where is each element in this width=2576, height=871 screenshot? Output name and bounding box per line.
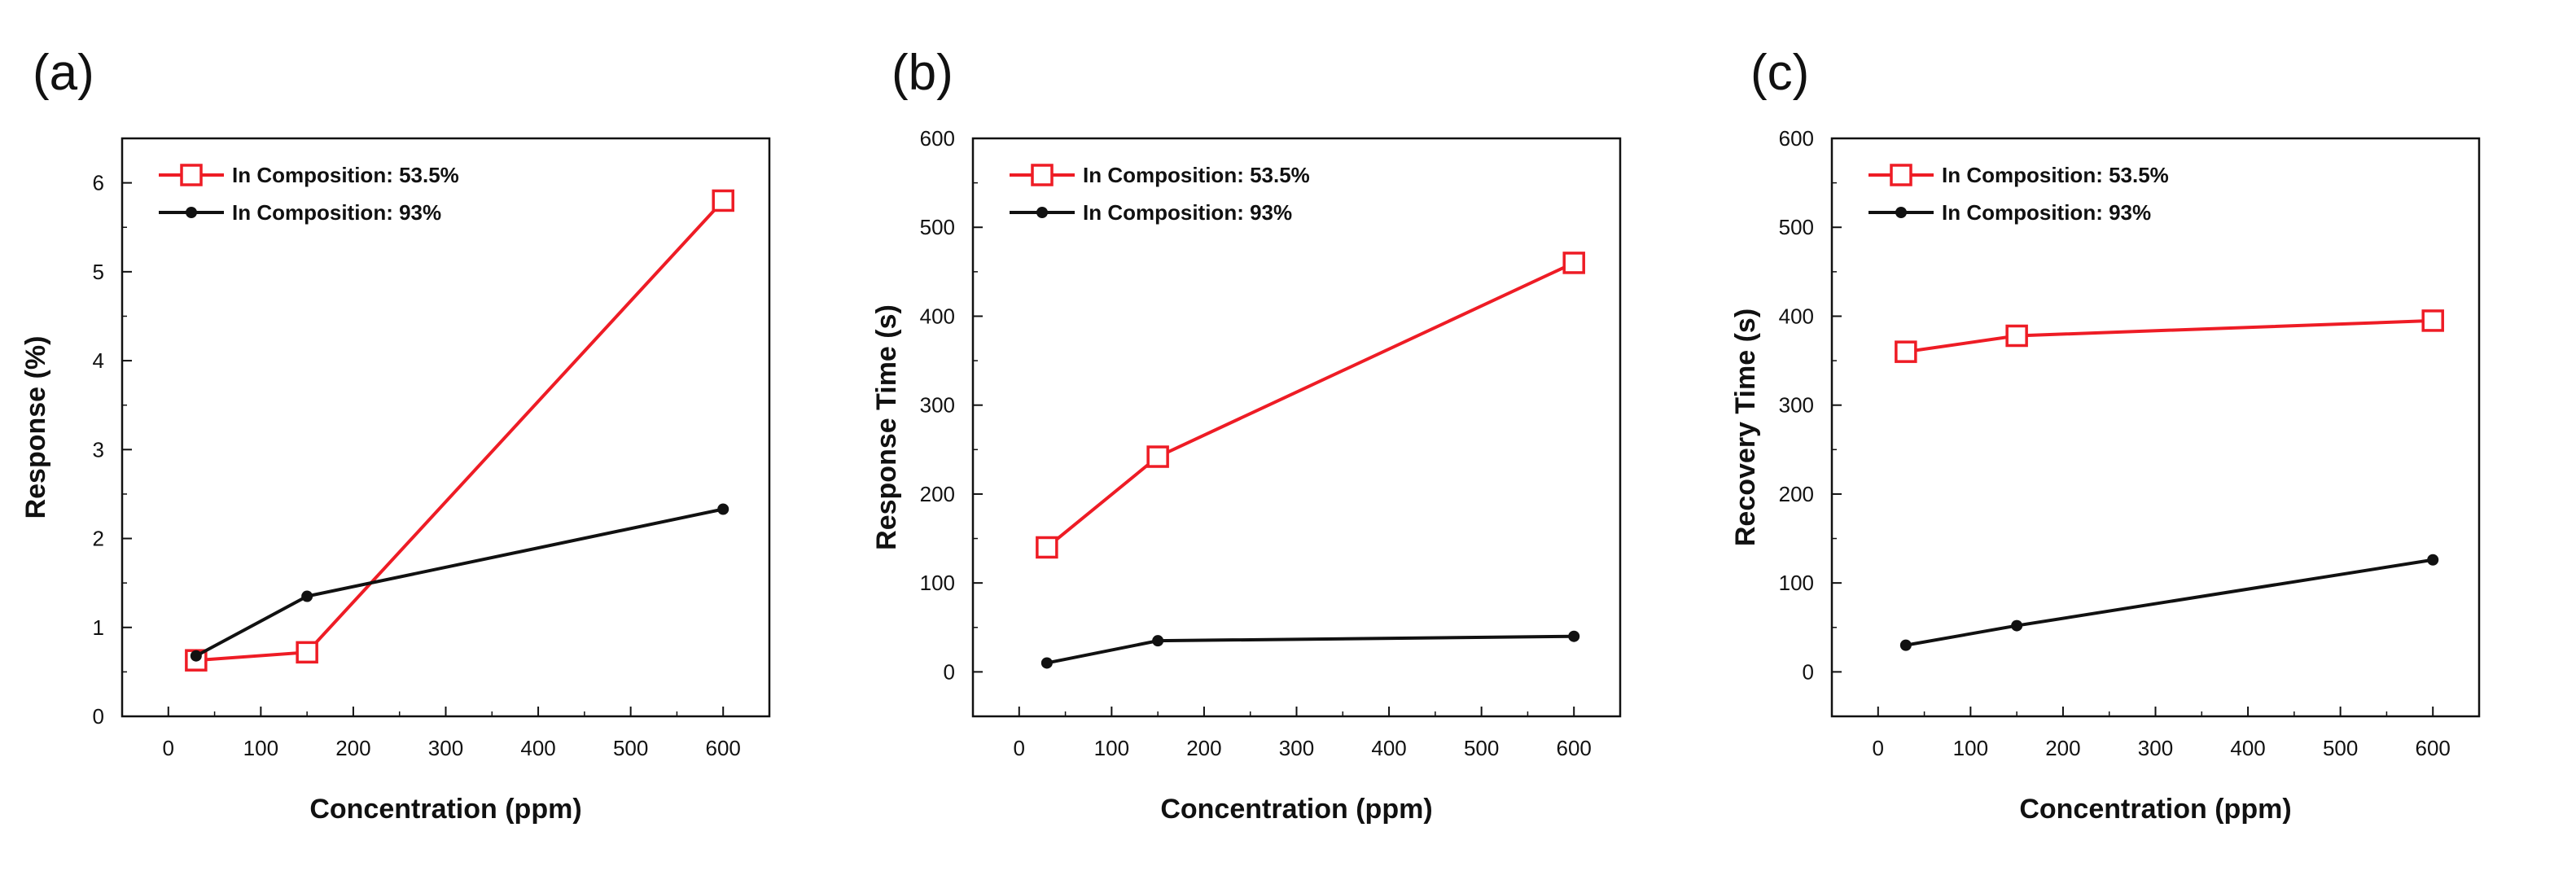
x-axis-title: Concentration (ppm) xyxy=(1160,794,1432,825)
x-tick-label: 300 xyxy=(428,736,463,760)
data-point xyxy=(2005,324,2028,348)
plot-frame xyxy=(120,137,771,718)
legend-label: In Composition: 93% xyxy=(1942,200,2151,225)
y-tick-label: 300 xyxy=(920,393,955,418)
data-point xyxy=(1152,635,1164,647)
legend-label: In Composition: 53.5% xyxy=(232,163,459,187)
y-tick-label: 2 xyxy=(93,527,104,551)
legend-label: In Composition: 93% xyxy=(1083,200,1292,225)
y-tick-label: 6 xyxy=(93,171,104,195)
data-point xyxy=(1899,639,1912,651)
y-tick-label: 200 xyxy=(920,482,955,506)
y-tick-label: 500 xyxy=(1779,215,1814,239)
y-tick-label: 4 xyxy=(93,348,104,373)
y-tick-label: 0 xyxy=(944,659,955,684)
y-tick-label: 1 xyxy=(93,615,104,640)
x-tick-label: 200 xyxy=(2045,736,2080,760)
data-point xyxy=(296,641,318,664)
legend-label: In Composition: 53.5% xyxy=(1942,163,2169,187)
x-tick-label: 600 xyxy=(706,736,741,760)
x-tick-label: 500 xyxy=(2323,736,2358,760)
data-point xyxy=(1562,252,1585,274)
x-tick-label: 400 xyxy=(2230,736,2265,760)
x-tick-label: 0 xyxy=(163,736,174,760)
x-tick-label: 500 xyxy=(1464,736,1499,760)
y-tick-label: 600 xyxy=(1779,126,1814,151)
x-tick-label: 0 xyxy=(1873,736,1884,760)
x-tick-label: 200 xyxy=(335,736,370,760)
data-point xyxy=(2011,619,2023,632)
x-tick-label: 300 xyxy=(2138,736,2173,760)
legend-marker xyxy=(180,164,203,186)
legend-marker xyxy=(1895,207,1907,218)
y-tick-label: 300 xyxy=(1779,393,1814,418)
x-tick-label: 600 xyxy=(1557,736,1592,760)
series-line-1 xyxy=(195,199,725,663)
y-tick-label: 0 xyxy=(1803,659,1814,684)
x-tick-label: 600 xyxy=(2416,736,2451,760)
plot-frame xyxy=(971,137,1622,718)
data-point xyxy=(1568,630,1580,642)
data-point xyxy=(1895,340,1917,363)
x-tick-label: 400 xyxy=(520,736,555,760)
y-tick-label: 400 xyxy=(920,304,955,328)
y-tick-label: 100 xyxy=(920,571,955,595)
data-point xyxy=(2427,554,2439,566)
y-tick-label: 400 xyxy=(1779,304,1814,328)
legend-label: In Composition: 93% xyxy=(232,200,441,225)
legend-marker xyxy=(1031,164,1054,186)
chart-panel-b: (b) 0 100 200 300 400 500 600 0 100 200 300 400 500 60… xyxy=(871,45,1622,825)
x-tick-label: 500 xyxy=(613,736,648,760)
chart-panel-a: (a) 0 100 200 300 400 500 600 0 1 2 3 4 5 6 Concentrati… xyxy=(20,45,771,825)
y-tick-label: 0 xyxy=(93,704,104,729)
legend-marker xyxy=(1036,207,1048,218)
data-point xyxy=(1040,657,1053,669)
x-tick-label: 100 xyxy=(1953,736,1988,760)
data-point xyxy=(2421,309,2444,332)
series-line-2 xyxy=(1905,558,2434,647)
x-tick-label: 300 xyxy=(1279,736,1314,760)
x-axis-title: Concentration (ppm) xyxy=(2019,794,2291,825)
x-tick-label: 100 xyxy=(1094,736,1129,760)
y-tick-label: 3 xyxy=(93,437,104,462)
legend-marker xyxy=(186,207,197,218)
legend-label: In Composition: 53.5% xyxy=(1083,163,1310,187)
data-point xyxy=(301,590,313,602)
panel-label: (a) xyxy=(33,45,94,101)
x-tick-label: 200 xyxy=(1186,736,1221,760)
series-line-1 xyxy=(1905,318,2434,354)
y-tick-label: 100 xyxy=(1779,571,1814,595)
panel-label: (c) xyxy=(1750,45,1809,101)
x-tick-label: 400 xyxy=(1371,736,1406,760)
y-tick-label: 500 xyxy=(920,215,955,239)
x-tick-label: 0 xyxy=(1014,736,1025,760)
x-axis-title: Concentration (ppm) xyxy=(309,794,581,825)
data-point xyxy=(190,650,202,662)
x-tick-label: 100 xyxy=(243,736,278,760)
panel-label: (b) xyxy=(892,45,953,101)
y-tick-label: 600 xyxy=(920,126,955,151)
series-line-2 xyxy=(1046,634,1575,665)
data-point xyxy=(717,503,729,515)
plot-frame xyxy=(1830,137,2481,718)
y-axis-title: Response Time (s) xyxy=(871,304,902,550)
y-axis-title: Response (%) xyxy=(20,336,51,519)
series-line-1 xyxy=(1045,261,1575,549)
data-point xyxy=(712,189,734,212)
y-tick-label: 5 xyxy=(93,260,104,284)
data-point xyxy=(1036,536,1058,559)
data-point xyxy=(1146,445,1169,468)
legend-marker xyxy=(1890,164,1912,186)
y-tick-label: 200 xyxy=(1779,482,1814,506)
chart-panel-c: (c) 0 100 200 300 400 500 600 0 100 200 300 400 500 60… xyxy=(1730,45,2481,825)
series-line-2 xyxy=(195,507,724,658)
y-axis-title: Recovery Time (s) xyxy=(1730,309,1761,546)
